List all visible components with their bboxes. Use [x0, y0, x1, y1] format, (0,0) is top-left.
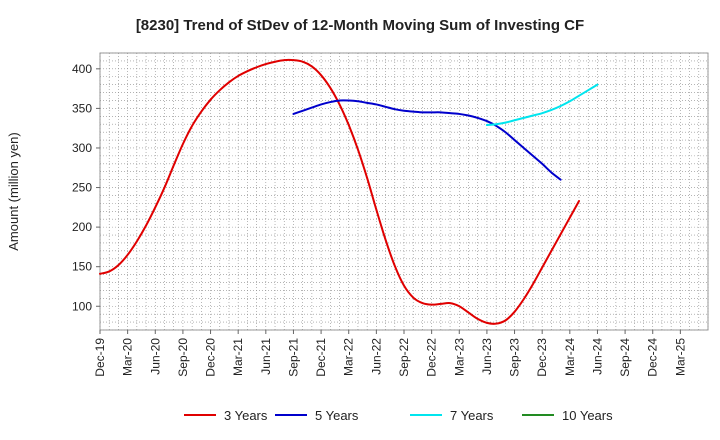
x-tick-label: Jun-21: [259, 338, 273, 375]
x-tick-label: Dec-21: [314, 338, 328, 377]
x-tick-label: Mar-22: [342, 338, 356, 376]
series-line-7-years: [485, 83, 599, 127]
x-tick-label: Sep-23: [508, 338, 522, 377]
series-line-5-years: [292, 99, 562, 181]
x-tick-label: Sep-21: [286, 338, 300, 377]
legend-label-7-years: 7 Years: [450, 408, 494, 423]
y-tick-label: 400: [72, 62, 92, 76]
x-tick-label: Mar-25: [673, 338, 687, 376]
grid-lines: [99, 52, 709, 331]
x-tick-label: Mar-20: [121, 338, 135, 376]
x-tick-label: Jun-23: [480, 338, 494, 375]
legend-label-3-years: 3 Years: [224, 408, 268, 423]
x-tick-label: Dec-20: [204, 338, 218, 377]
y-tick-label: 100: [72, 299, 92, 313]
series-layer: [99, 58, 599, 325]
x-tick-label: Dec-23: [535, 338, 549, 377]
x-tick-label: Dec-22: [425, 338, 439, 377]
x-tick-label: Sep-20: [176, 338, 190, 377]
y-tick-label: 350: [72, 101, 92, 115]
x-tick-label: Dec-19: [93, 338, 107, 377]
y-axis-ticks: 100 150 200 250 300 350 400: [72, 62, 100, 313]
x-tick-label: Dec-24: [646, 338, 660, 377]
y-tick-label: 150: [72, 260, 92, 274]
y-tick-label: 300: [72, 141, 92, 155]
x-tick-label: Jun-24: [590, 338, 604, 375]
y-tick-label: 200: [72, 220, 92, 234]
x-tick-label: Mar-23: [452, 338, 466, 376]
x-tick-label: Mar-21: [231, 338, 245, 376]
legend-label-10-years: 10 Years: [562, 408, 613, 423]
chart-title: [8230] Trend of StDev of 12-Month Moving…: [136, 17, 584, 34]
legend: 3 Years 5 Years 7 Years 10 Years: [184, 408, 613, 423]
x-tick-label: Sep-22: [397, 338, 411, 377]
x-tick-label: Mar-24: [563, 338, 577, 376]
x-axis-ticks: Dec-19 Mar-20 Jun-20 Sep-20 Dec-20 Mar-21 Jun-…: [93, 330, 687, 377]
y-axis-label: Amount (million yen): [6, 132, 21, 251]
x-tick-label: Jun-20: [148, 338, 162, 375]
series-line-3-years: [99, 58, 581, 325]
y-tick-label: 250: [72, 181, 92, 195]
x-tick-label: Jun-22: [369, 338, 383, 375]
x-tick-label: Sep-24: [618, 338, 632, 377]
legend-label-5-years: 5 Years: [315, 408, 359, 423]
